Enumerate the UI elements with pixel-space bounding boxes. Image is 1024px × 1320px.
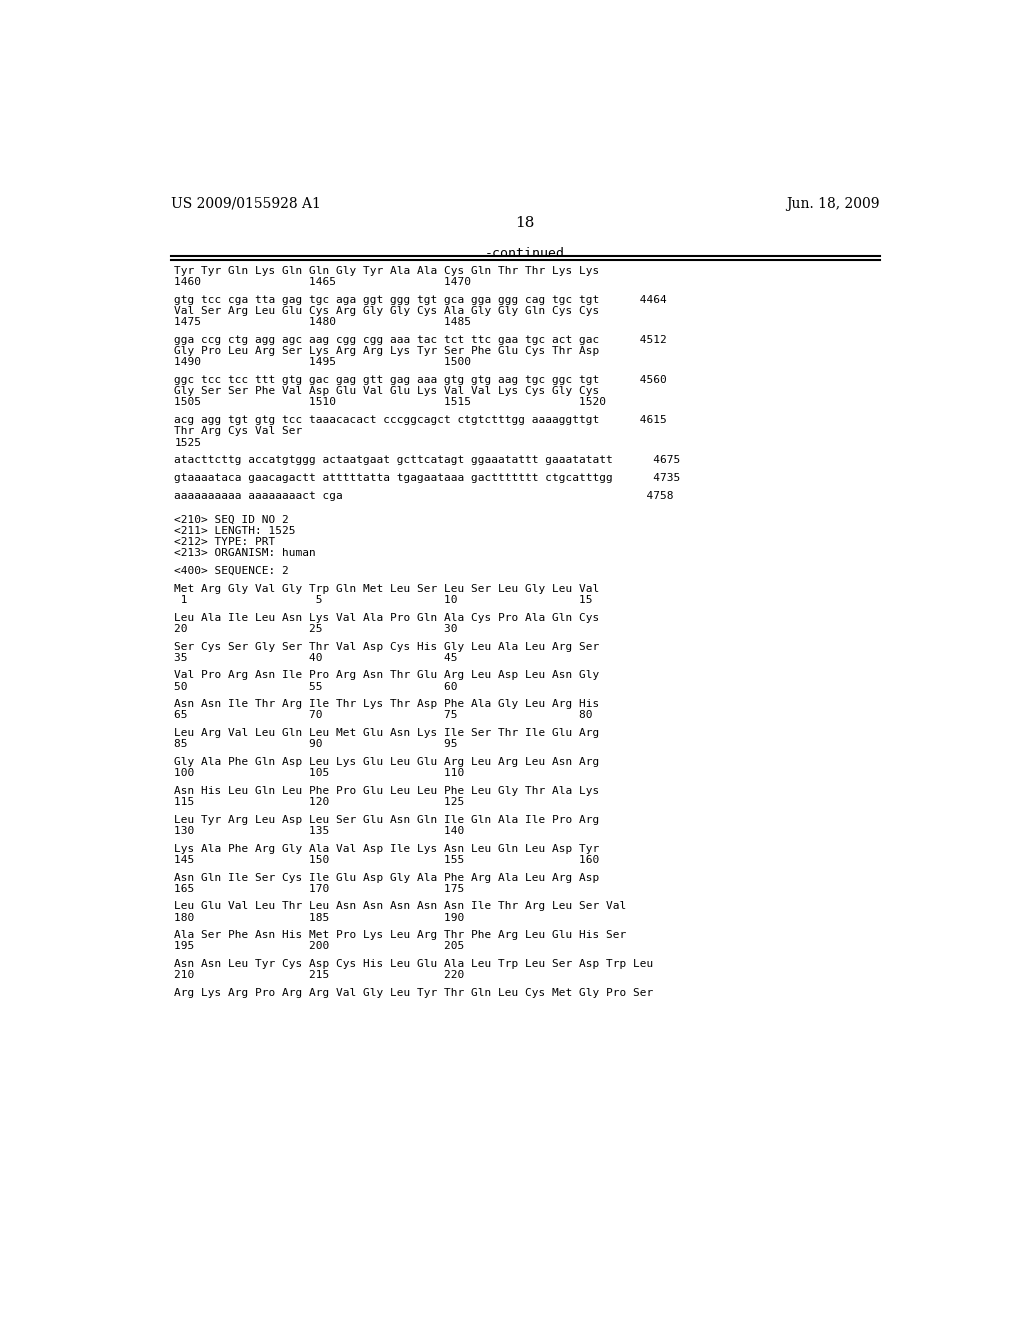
Text: ggc tcc tcc ttt gtg gac gag gtt gag aaa gtg gtg aag tgc ggc tgt      4560: ggc tcc tcc ttt gtg gac gag gtt gag aaa … xyxy=(174,375,668,385)
Text: 195                 200                 205: 195 200 205 xyxy=(174,941,465,952)
Text: Met Arg Gly Val Gly Trp Gln Met Leu Ser Leu Ser Leu Gly Leu Val: Met Arg Gly Val Gly Trp Gln Met Leu Ser … xyxy=(174,583,600,594)
Text: Leu Arg Val Leu Gln Leu Met Glu Asn Lys Ile Ser Thr Ile Glu Arg: Leu Arg Val Leu Gln Leu Met Glu Asn Lys … xyxy=(174,729,600,738)
Text: 180                 185                 190: 180 185 190 xyxy=(174,912,465,923)
Text: gtaaaataca gaacagactt atttttatta tgagaataaa gacttttttt ctgcatttgg      4735: gtaaaataca gaacagactt atttttatta tgagaat… xyxy=(174,473,681,483)
Text: <211> LENGTH: 1525: <211> LENGTH: 1525 xyxy=(174,527,296,536)
Text: <213> ORGANISM: human: <213> ORGANISM: human xyxy=(174,548,316,558)
Text: 85                  90                  95: 85 90 95 xyxy=(174,739,458,750)
Text: Val Pro Arg Asn Ile Pro Arg Asn Thr Glu Arg Leu Asp Leu Asn Gly: Val Pro Arg Asn Ile Pro Arg Asn Thr Glu … xyxy=(174,671,600,680)
Text: 100                 105                 110: 100 105 110 xyxy=(174,768,465,779)
Text: Gly Ala Phe Gln Asp Leu Lys Glu Leu Glu Arg Leu Arg Leu Asn Arg: Gly Ala Phe Gln Asp Leu Lys Glu Leu Glu … xyxy=(174,758,600,767)
Text: -continued: -continued xyxy=(484,247,565,260)
Text: Ser Cys Ser Gly Ser Thr Val Asp Cys His Gly Leu Ala Leu Arg Ser: Ser Cys Ser Gly Ser Thr Val Asp Cys His … xyxy=(174,642,600,652)
Text: 1475                1480                1485: 1475 1480 1485 xyxy=(174,317,471,327)
Text: 130                 135                 140: 130 135 140 xyxy=(174,826,465,836)
Text: 35                  40                  45: 35 40 45 xyxy=(174,653,458,663)
Text: Jun. 18, 2009: Jun. 18, 2009 xyxy=(786,197,880,211)
Text: 1                   5                  10                  15: 1 5 10 15 xyxy=(174,595,593,605)
Text: Leu Glu Val Leu Thr Leu Asn Asn Asn Asn Asn Ile Thr Arg Leu Ser Val: Leu Glu Val Leu Thr Leu Asn Asn Asn Asn … xyxy=(174,902,627,911)
Text: Thr Arg Cys Val Ser: Thr Arg Cys Val Ser xyxy=(174,426,303,437)
Text: gtg tcc cga tta gag tgc aga ggt ggg tgt gca gga ggg cag tgc tgt      4464: gtg tcc cga tta gag tgc aga ggt ggg tgt … xyxy=(174,296,668,305)
Text: 1505                1510                1515                1520: 1505 1510 1515 1520 xyxy=(174,397,606,408)
Text: US 2009/0155928 A1: US 2009/0155928 A1 xyxy=(171,197,321,211)
Text: 145                 150                 155                 160: 145 150 155 160 xyxy=(174,855,600,865)
Text: Asn Asn Ile Thr Arg Ile Thr Lys Thr Asp Phe Ala Gly Leu Arg His: Asn Asn Ile Thr Arg Ile Thr Lys Thr Asp … xyxy=(174,700,600,709)
Text: Val Ser Arg Leu Glu Cys Arg Gly Gly Cys Ala Gly Gly Gln Cys Cys: Val Ser Arg Leu Glu Cys Arg Gly Gly Cys … xyxy=(174,306,600,317)
Text: gga ccg ctg agg agc aag cgg cgg aaa tac tct ttc gaa tgc act gac      4512: gga ccg ctg agg agc aag cgg cgg aaa tac … xyxy=(174,335,668,345)
Text: Leu Ala Ile Leu Asn Lys Val Ala Pro Gln Ala Cys Pro Ala Gln Cys: Leu Ala Ile Leu Asn Lys Val Ala Pro Gln … xyxy=(174,612,600,623)
Text: <210> SEQ ID NO 2: <210> SEQ ID NO 2 xyxy=(174,515,289,525)
Text: Gly Pro Leu Arg Ser Lys Arg Arg Lys Tyr Ser Phe Glu Cys Thr Asp: Gly Pro Leu Arg Ser Lys Arg Arg Lys Tyr … xyxy=(174,346,600,356)
Text: Ala Ser Phe Asn His Met Pro Lys Leu Arg Thr Phe Arg Leu Glu His Ser: Ala Ser Phe Asn His Met Pro Lys Leu Arg … xyxy=(174,931,627,940)
Text: Gly Ser Ser Phe Val Asp Glu Val Glu Lys Val Val Lys Cys Gly Cys: Gly Ser Ser Phe Val Asp Glu Val Glu Lys … xyxy=(174,387,600,396)
Text: Arg Lys Arg Pro Arg Arg Val Gly Leu Tyr Thr Gln Leu Cys Met Gly Pro Ser: Arg Lys Arg Pro Arg Arg Val Gly Leu Tyr … xyxy=(174,989,653,998)
Text: 65                  70                  75                  80: 65 70 75 80 xyxy=(174,710,593,721)
Text: Leu Tyr Arg Leu Asp Leu Ser Glu Asn Gln Ile Gln Ala Ile Pro Arg: Leu Tyr Arg Leu Asp Leu Ser Glu Asn Gln … xyxy=(174,814,600,825)
Text: 1460                1465                1470: 1460 1465 1470 xyxy=(174,277,471,288)
Text: acg agg tgt gtg tcc taaacacact cccggcagct ctgtctttgg aaaaggttgt      4615: acg agg tgt gtg tcc taaacacact cccggcagc… xyxy=(174,416,668,425)
Text: 165                 170                 175: 165 170 175 xyxy=(174,884,465,894)
Text: Lys Ala Phe Arg Gly Ala Val Asp Ile Lys Asn Leu Gln Leu Asp Tyr: Lys Ala Phe Arg Gly Ala Val Asp Ile Lys … xyxy=(174,843,600,854)
Text: Tyr Tyr Gln Lys Gln Gln Gly Tyr Ala Ala Cys Gln Thr Thr Lys Lys: Tyr Tyr Gln Lys Gln Gln Gly Tyr Ala Ala … xyxy=(174,267,600,276)
Text: Asn His Leu Gln Leu Phe Pro Glu Leu Leu Phe Leu Gly Thr Ala Lys: Asn His Leu Gln Leu Phe Pro Glu Leu Leu … xyxy=(174,785,600,796)
Text: atacttcttg accatgtggg actaatgaat gcttcatagt ggaaatattt gaaatatatt      4675: atacttcttg accatgtggg actaatgaat gcttcat… xyxy=(174,455,681,465)
Text: 18: 18 xyxy=(515,216,535,230)
Text: Asn Asn Leu Tyr Cys Asp Cys His Leu Glu Ala Leu Trp Leu Ser Asp Trp Leu: Asn Asn Leu Tyr Cys Asp Cys His Leu Glu … xyxy=(174,960,653,969)
Text: 210                 215                 220: 210 215 220 xyxy=(174,970,465,981)
Text: <212> TYPE: PRT: <212> TYPE: PRT xyxy=(174,537,275,548)
Text: 1490                1495                1500: 1490 1495 1500 xyxy=(174,358,471,367)
Text: <400> SEQUENCE: 2: <400> SEQUENCE: 2 xyxy=(174,566,289,576)
Text: aaaaaaaaaa aaaaaaaact cga                                             4758: aaaaaaaaaa aaaaaaaact cga 4758 xyxy=(174,491,674,500)
Text: 1525: 1525 xyxy=(174,437,202,447)
Text: Asn Gln Ile Ser Cys Ile Glu Asp Gly Ala Phe Arg Ala Leu Arg Asp: Asn Gln Ile Ser Cys Ile Glu Asp Gly Ala … xyxy=(174,873,600,883)
Text: 20                  25                  30: 20 25 30 xyxy=(174,624,458,634)
Text: 50                  55                  60: 50 55 60 xyxy=(174,681,458,692)
Text: 115                 120                 125: 115 120 125 xyxy=(174,797,465,807)
